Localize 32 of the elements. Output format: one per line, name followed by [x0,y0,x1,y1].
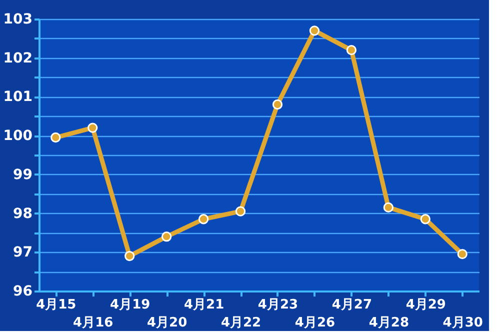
point [457,249,468,260]
point [346,45,357,56]
x-tick-label: 4月19 [110,298,150,312]
x-tick-label: 4月30 [442,316,483,330]
point [309,26,320,36]
y-tick-label: 100 [3,128,33,144]
y-tick-label: 103 [3,12,32,28]
y-tick-label: 102 [3,50,32,66]
y-tick-label: 101 [3,89,32,106]
y-tick-label: 99 [13,166,32,183]
point [124,250,135,262]
x-tick-label: 4月28 [368,316,409,330]
x-tick-label: 4月20 [146,316,188,330]
point [383,202,394,213]
y-tick-label: 96 [13,284,32,300]
point [88,122,98,133]
point [161,232,172,242]
point [235,206,246,216]
x-tick-label: 4月15 [36,298,76,312]
x-tick-label: 4月21 [184,298,224,312]
point [50,132,61,143]
point [198,214,209,224]
x-tick-label: 4月29 [406,298,446,312]
y-tick-label: 97 [13,244,32,261]
x-tick-label: 4月27 [332,298,372,312]
x-tick-label: 4月16 [73,316,114,330]
point [420,214,430,224]
point [272,99,283,110]
x-tick-label: 4月22 [220,316,262,330]
x-tick-label: 4月26 [294,316,336,330]
y-tick-label: 98 [13,206,32,222]
x-tick-label: 4月23 [258,298,298,312]
